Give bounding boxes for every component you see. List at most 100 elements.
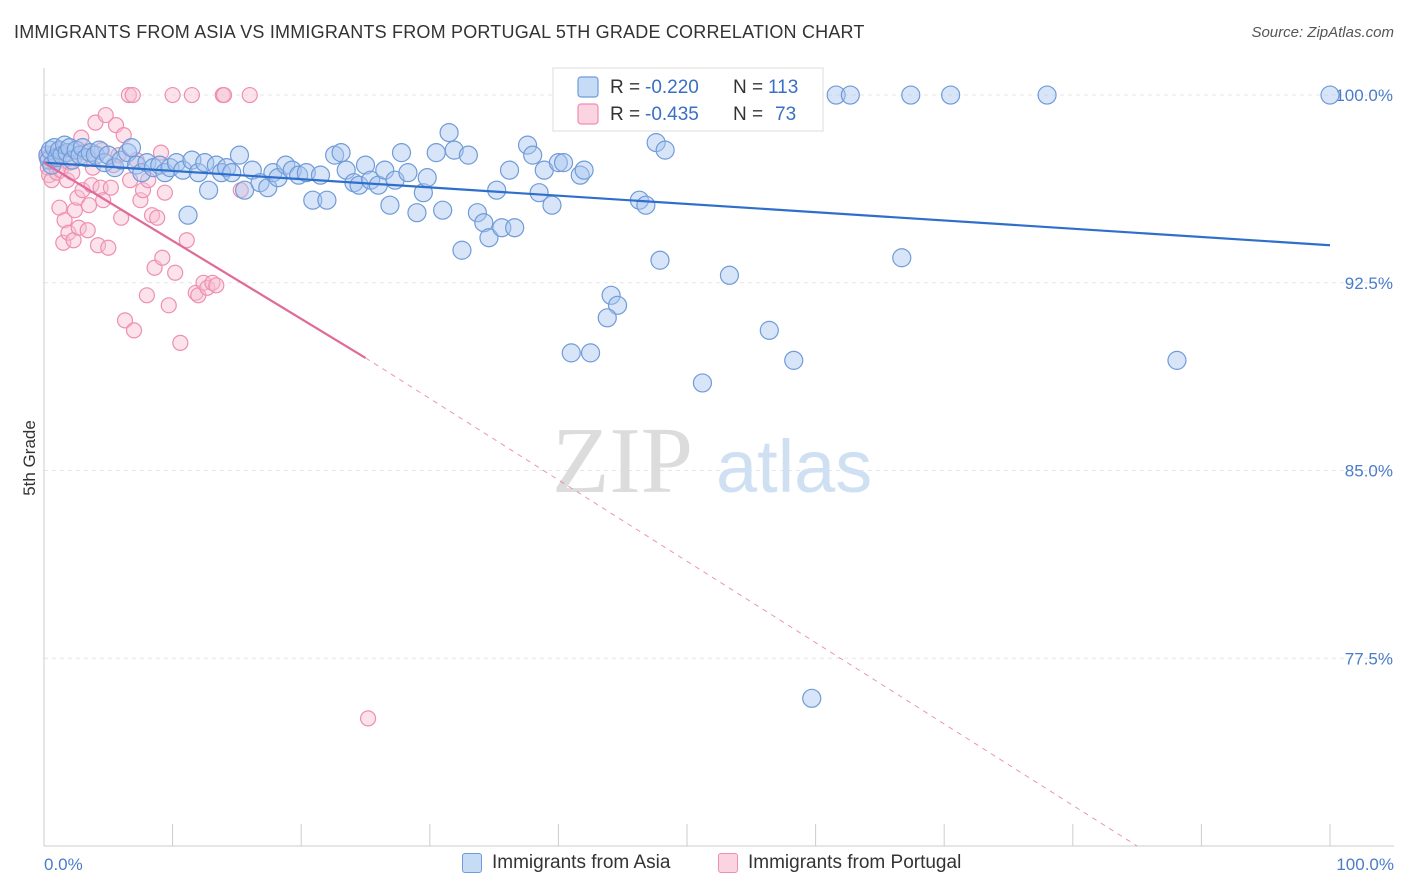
asia-point <box>941 85 961 105</box>
asia-point <box>444 140 464 160</box>
portugal-point <box>97 106 114 124</box>
asia-point <box>467 203 487 223</box>
asia-point <box>355 155 376 175</box>
asia-point <box>229 145 250 165</box>
portugal-point <box>124 86 141 104</box>
series-legend-portugal-swatch <box>718 853 738 873</box>
portugal-trend-line <box>43 161 367 359</box>
asia-point <box>89 140 109 160</box>
asia-point <box>529 183 549 203</box>
asia-point <box>901 85 921 105</box>
asia-point <box>98 145 118 165</box>
asia-point <box>331 143 351 163</box>
source-label: Source: ZipAtlas.com <box>1251 24 1394 41</box>
portugal-point <box>80 197 98 214</box>
asia-point <box>499 160 520 180</box>
asia-point <box>784 350 804 370</box>
portugal-point <box>55 234 72 251</box>
portugal-point <box>102 179 119 196</box>
y-tick-label: 92.5% <box>1345 274 1393 293</box>
asia-point <box>417 168 437 188</box>
asia-point <box>111 150 131 170</box>
portugal-point <box>132 192 149 209</box>
portugal-point <box>154 249 171 266</box>
asia-point <box>523 145 543 165</box>
watermark: ZIP atlas <box>552 409 872 513</box>
y-axis-tick-labels: 77.5% 85.0% 92.5% 100.0% <box>1335 86 1393 668</box>
series-legend: Immigrants from Asia Immigrants from Por… <box>0 852 1406 878</box>
asia-point <box>458 145 478 165</box>
asia-point <box>1320 85 1340 105</box>
asia-point <box>258 178 278 198</box>
asia-point <box>199 180 219 200</box>
portugal-point <box>134 182 152 199</box>
asia-point <box>892 248 912 268</box>
asia-point <box>380 195 400 215</box>
asia-point <box>719 265 740 285</box>
legend-portugal-n-value: 73 <box>775 104 796 125</box>
asia-point <box>636 195 656 215</box>
asia-point <box>391 143 412 163</box>
legend-portugal-r-value: -0.435 <box>645 104 699 125</box>
asia-point <box>474 213 494 233</box>
portugal-point <box>116 312 134 329</box>
portugal-point <box>183 86 200 104</box>
portugal-point <box>89 237 107 254</box>
asia-point <box>121 138 142 158</box>
portugal-trend-extension <box>365 357 1138 847</box>
asia-point <box>407 203 427 223</box>
asia-point <box>802 688 822 708</box>
portugal-point <box>359 710 377 727</box>
asia-point <box>195 153 215 173</box>
asia-point <box>759 320 779 340</box>
portugal-point <box>164 86 181 104</box>
portugal-point <box>241 86 258 104</box>
asia-point <box>561 343 581 363</box>
asia-point <box>39 150 59 170</box>
asia-point <box>452 240 472 260</box>
asia-point <box>826 85 846 105</box>
series-legend-asia-swatch <box>462 853 482 873</box>
portugal-point <box>66 202 83 219</box>
asia-point <box>650 250 670 270</box>
legend-asia-n-value: 113 <box>768 77 798 98</box>
portugal-point <box>56 212 73 229</box>
portugal-point <box>160 297 177 314</box>
trend-lines <box>43 161 1331 847</box>
series-legend-asia-label: Immigrants from Asia <box>492 852 671 873</box>
axes <box>43 68 1394 847</box>
asia-point <box>276 155 296 175</box>
series-legend-portugal: Immigrants from Portugal <box>718 852 961 874</box>
asia-point <box>296 163 316 183</box>
y-axis-title: 5th Grade <box>20 420 39 496</box>
portugal-point <box>178 232 195 249</box>
series-legend-asia: Immigrants from Asia <box>462 852 670 874</box>
legend-portugal-swatch <box>577 103 599 125</box>
portugal-point <box>215 86 233 104</box>
asia-point <box>517 135 538 155</box>
asia-point <box>349 175 369 195</box>
portugal-point <box>70 219 87 236</box>
asia-point <box>1167 350 1187 370</box>
correlation-legend: R = -0.220 N = 113 R = -0.435 N = 73 <box>552 67 824 132</box>
asia-point <box>505 218 525 238</box>
asia-point <box>178 205 198 225</box>
asia-point <box>479 228 499 248</box>
portugal-point <box>125 322 143 339</box>
asia-trend-line <box>43 161 1331 247</box>
asia-point <box>607 295 628 315</box>
asia-point <box>426 143 446 163</box>
portugal-point <box>120 86 137 104</box>
asia-point <box>433 200 453 220</box>
portugal-point <box>156 184 173 201</box>
portugal-point <box>208 277 225 294</box>
grid-lines <box>44 94 1394 659</box>
portugal-point <box>167 264 184 281</box>
asia-point <box>1037 85 1057 105</box>
legend-portugal-r-label: R = <box>610 104 640 125</box>
watermark-atlas: atlas <box>716 425 872 508</box>
legend-asia-swatch <box>577 76 599 98</box>
y-tick-label: 85.0% <box>1345 462 1393 481</box>
asia-point <box>574 160 594 180</box>
watermark-zip: ZIP <box>552 409 693 513</box>
